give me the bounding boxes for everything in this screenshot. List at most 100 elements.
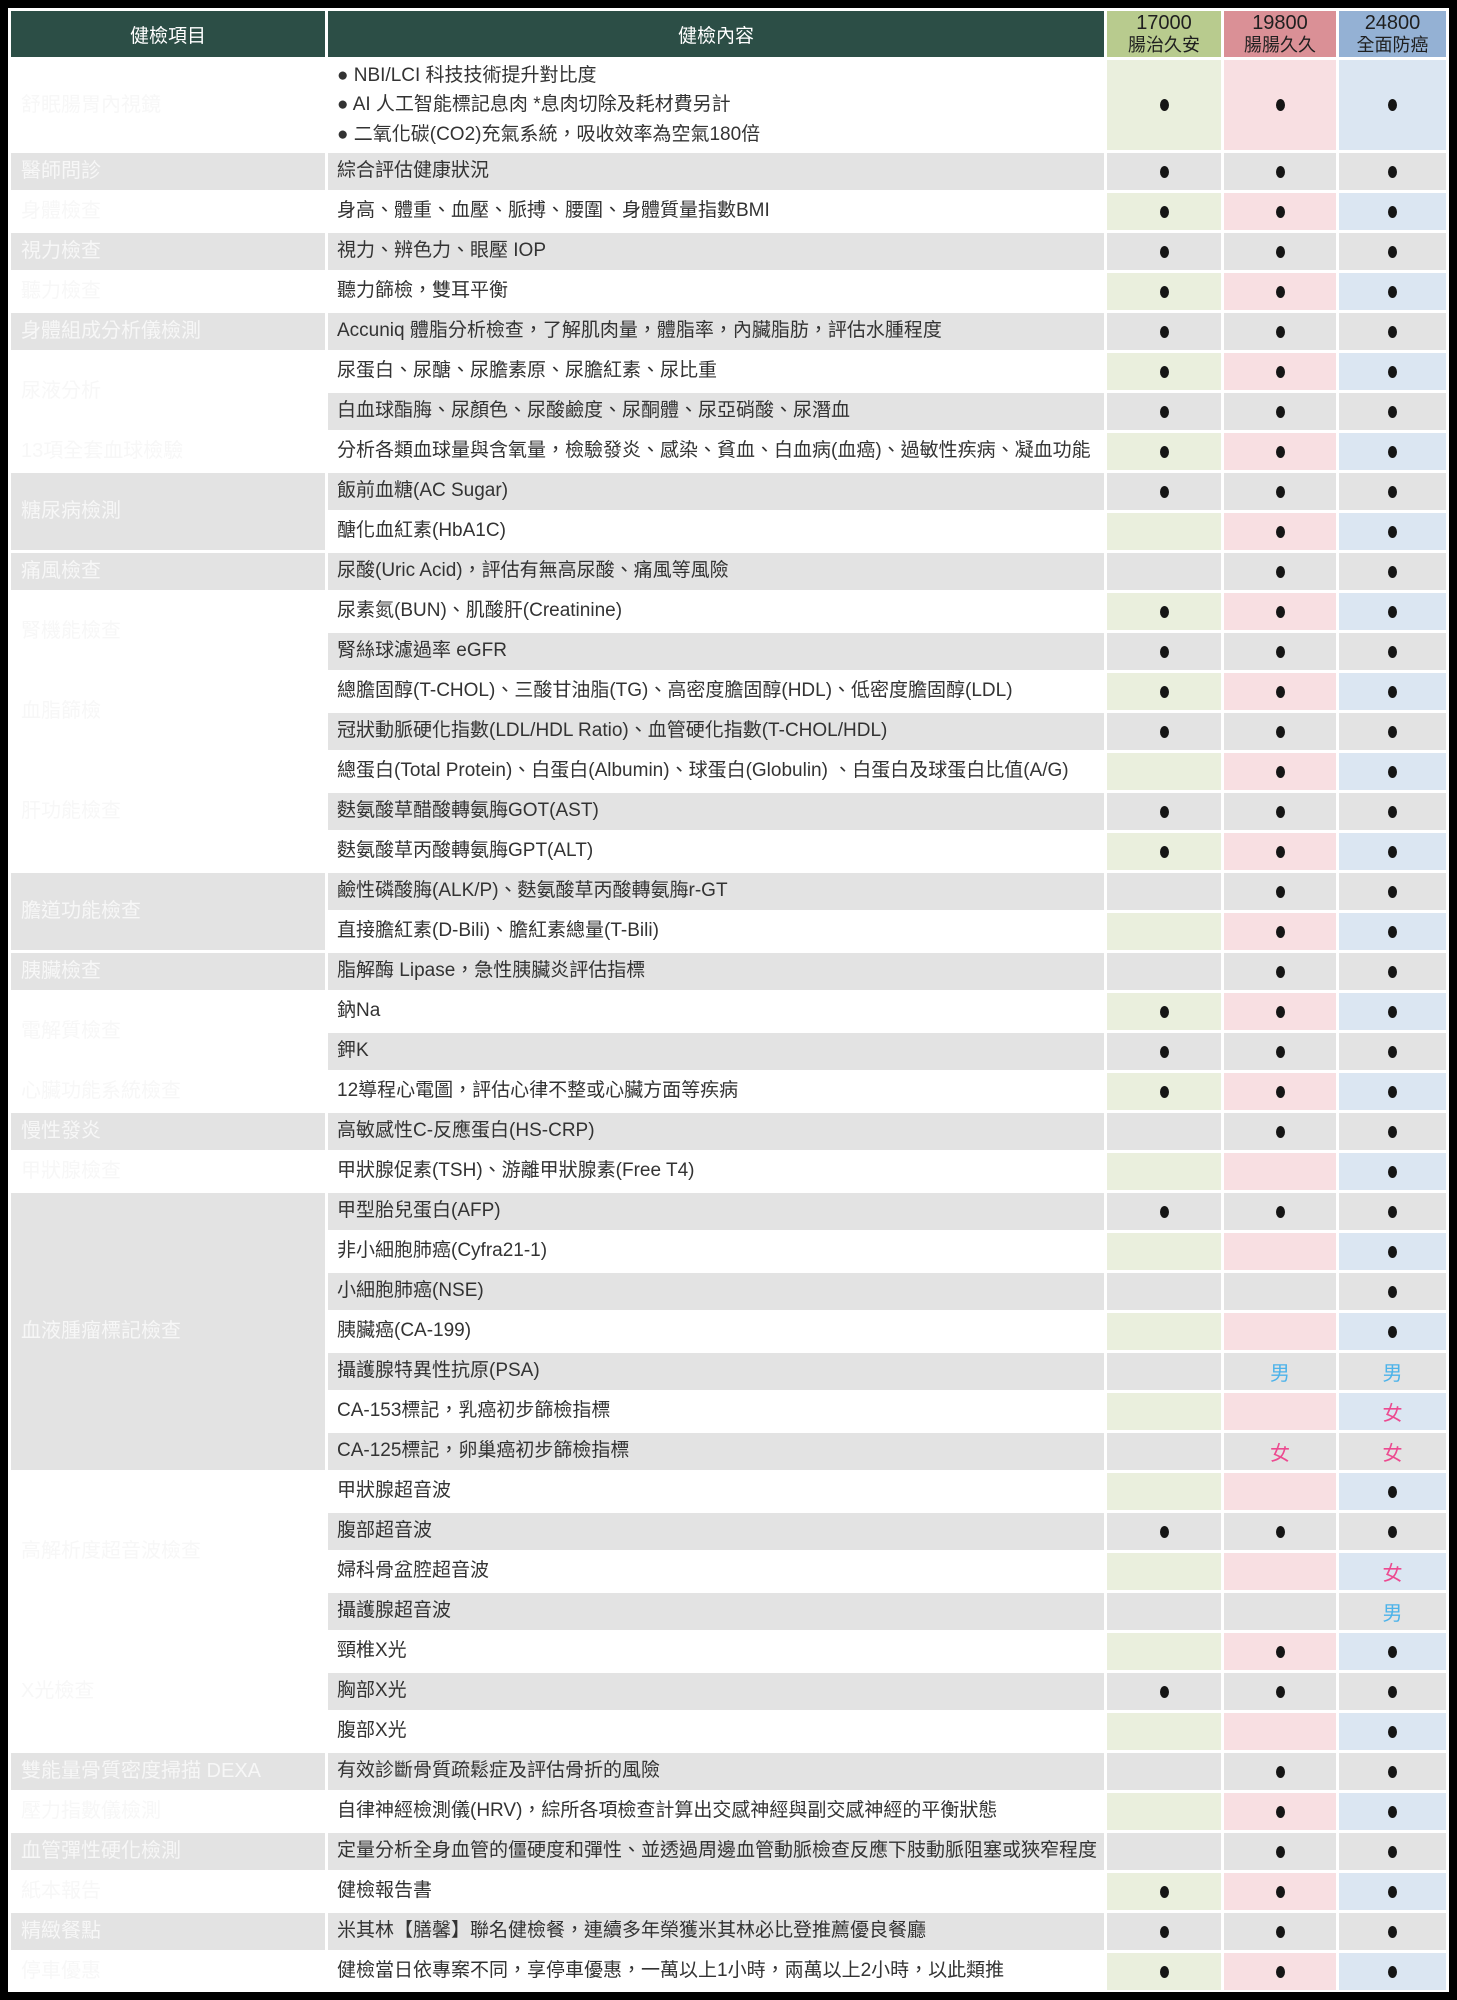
included-mark-cell [1339, 553, 1446, 590]
included-mark-cell [1224, 873, 1336, 910]
included-mark-cell [1107, 673, 1221, 710]
content-bullet-line: ● NBI/LCI 科技技術提升對比度 [337, 64, 597, 86]
dot-icon [1388, 1045, 1397, 1058]
included-mark-cell [1224, 1873, 1336, 1910]
female-only-mark-cell: 女 [1224, 1433, 1336, 1470]
included-mark-cell [1339, 873, 1446, 910]
column-header-content: 健檢內容 [328, 11, 1104, 57]
dot-icon [1275, 1645, 1285, 1658]
included-mark-cell [1224, 1753, 1336, 1790]
dot-icon [1388, 1085, 1397, 1098]
included-mark-cell [1224, 473, 1336, 510]
included-mark-cell [1339, 753, 1446, 790]
dot-icon [1159, 205, 1169, 218]
item-cell: 肝功能檢查 [11, 753, 325, 870]
dot-icon [1275, 245, 1285, 258]
dot-icon [1275, 165, 1285, 178]
included-mark-cell [1107, 353, 1221, 390]
item-cell: 電解質檢查 [11, 993, 325, 1070]
dot-icon [1275, 405, 1285, 418]
table-row: 身體組成分析儀檢測 Accuniq 體脂分析檢查，了解肌肉量，體脂率，內臟脂肪，評… [11, 313, 1446, 350]
table-row: 胰臟癌(CA-199) [11, 1313, 1446, 1350]
included-mark-cell [1339, 273, 1446, 310]
included-mark-cell [1107, 833, 1221, 870]
included-mark-cell [1339, 433, 1446, 470]
dot-icon [1388, 605, 1397, 618]
content-cell: CA-153標記，乳癌初步篩檢指標 [328, 1393, 1104, 1430]
plan-name: 全面防癌 [1356, 35, 1429, 56]
empty-mark-cell [1107, 1273, 1221, 1310]
dot-icon [1388, 1965, 1397, 1978]
item-cell: 甲狀腺檢查 [11, 1153, 325, 1190]
dot-icon [1275, 99, 1285, 112]
content-cell: CA-125標記，卵巢癌初步篩檢指標 [328, 1433, 1104, 1470]
table-row: X光檢查 頸椎X光 [11, 1633, 1446, 1750]
empty-mark-cell [1107, 1713, 1221, 1750]
dot-icon [1159, 99, 1169, 112]
included-mark-cell [1107, 273, 1221, 310]
item-cell: 紙本報告 [11, 1873, 325, 1910]
included-mark-cell [1107, 313, 1221, 350]
included-mark-cell [1339, 1753, 1446, 1790]
empty-mark-cell [1224, 1593, 1336, 1630]
table-row: 舒眠腸胃內視鏡 ● NBI/LCI 科技技術提升對比度 ● AI 人工智能標記息肉 … [11, 60, 1446, 150]
item-cell: X光檢查 [11, 1633, 325, 1750]
dot-icon [1275, 805, 1285, 818]
table-row: CA-153標記，乳癌初步篩檢指標 女 [11, 1393, 1446, 1430]
item-cell: 停車優惠 [11, 1953, 325, 1990]
included-mark-cell [1224, 1633, 1336, 1670]
content-cell: 身高、體重、血壓、脈搏、腰圍、身體質量指數BMI [328, 193, 1104, 230]
table-row: 非小細胞肺癌(Cyfra21-1) [11, 1233, 1446, 1270]
included-mark-cell [1224, 673, 1336, 710]
dot-icon [1388, 525, 1397, 538]
table-row: 紙本報告 健檢報告書 [11, 1873, 1446, 1910]
table-row: 胸部X光 [11, 1673, 1446, 1710]
dot-icon [1159, 725, 1169, 738]
included-mark-cell [1224, 993, 1336, 1030]
included-mark-cell [1224, 193, 1336, 230]
item-cell: 高解析度超音波檢查 [11, 1473, 325, 1630]
dot-icon [1388, 1925, 1397, 1938]
item-cell: 身體檢查 [11, 193, 325, 230]
included-mark-cell [1224, 1513, 1336, 1550]
dot-icon [1388, 1885, 1397, 1898]
included-mark-cell [1339, 393, 1446, 430]
table-row: 攝護腺特異性抗原(PSA) 男男 [11, 1353, 1446, 1390]
included-mark-cell [1339, 1713, 1446, 1750]
included-mark-cell [1339, 1913, 1446, 1950]
item-cell: 視力檢查 [11, 233, 325, 270]
included-mark-cell [1224, 353, 1336, 390]
included-mark-cell [1224, 713, 1336, 750]
item-cell: 醫師問診 [11, 153, 325, 190]
dot-icon [1388, 845, 1397, 858]
included-mark-cell [1107, 633, 1221, 670]
dot-icon [1388, 645, 1397, 658]
included-mark-cell [1339, 1793, 1446, 1830]
item-cell: 舒眠腸胃內視鏡 [11, 60, 325, 150]
item-cell: 身體組成分析儀檢測 [11, 313, 325, 350]
item-cell: 慢性發炎 [11, 1113, 325, 1150]
column-header-item: 健檢項目 [11, 11, 325, 57]
included-mark-cell [1339, 1073, 1446, 1110]
content-cell: Accuniq 體脂分析檢查，了解肌肉量，體脂率，內臟脂肪，評估水腫程度 [328, 313, 1104, 350]
item-cell: 痛風檢查 [11, 553, 325, 590]
included-mark-cell [1339, 1673, 1446, 1710]
included-mark-cell [1339, 60, 1446, 150]
table-row: 雙能量骨質密度掃描 DEXA 有效診斷骨質疏鬆症及評估骨折的風險 [11, 1753, 1446, 1790]
dot-icon [1388, 1845, 1397, 1858]
included-mark-cell [1224, 1673, 1336, 1710]
included-mark-cell [1224, 753, 1336, 790]
empty-mark-cell [1107, 873, 1221, 910]
male-only-mark-cell: 男 [1224, 1353, 1336, 1390]
table-row: 麩氨酸草醋酸轉氨脢GOT(AST) [11, 793, 1446, 830]
dot-icon [1388, 1685, 1397, 1698]
dot-icon [1275, 605, 1285, 618]
dot-icon [1159, 845, 1169, 858]
content-cell: 飯前血糖(AC Sugar) [328, 473, 1104, 510]
content-bullet-line: ● AI 人工智能標記息肉 *息肉切除及耗材費另計 [337, 94, 731, 116]
included-mark-cell [1224, 313, 1336, 350]
health-checkup-table: 健檢項目 健檢內容 17000 腸治久安 19800 腸腸久久 24800 全面… [8, 8, 1449, 1992]
included-mark-cell [1339, 153, 1446, 190]
table-row: 婦科骨盆腔超音波 女 [11, 1553, 1446, 1590]
table-row: 膽道功能檢查 鹼性磷酸脢(ALK/P)、麩氨酸草丙酸轉氨脢r-GT [11, 873, 1446, 950]
